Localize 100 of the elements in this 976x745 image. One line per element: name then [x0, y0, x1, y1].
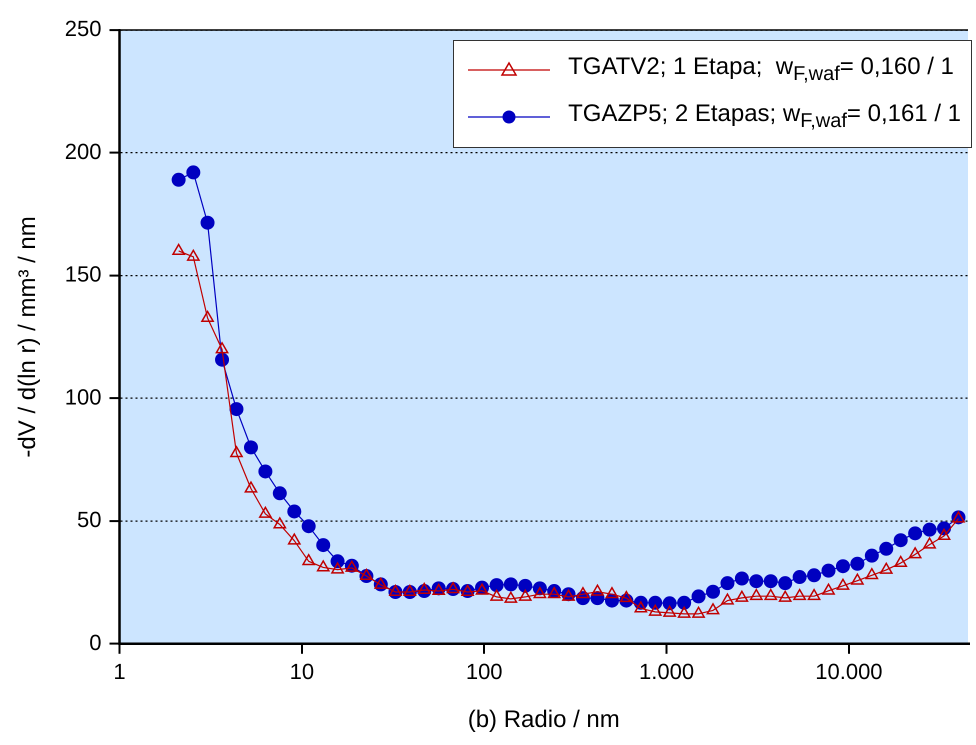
point: [200, 216, 215, 230]
point: [678, 606, 691, 618]
point: [822, 584, 835, 595]
y-tick-label: 200: [64, 138, 102, 164]
point: [259, 506, 272, 518]
point: [850, 556, 864, 571]
point: [287, 504, 302, 518]
point: [374, 578, 388, 589]
point: [938, 528, 950, 540]
point: [792, 570, 807, 584]
point: [836, 559, 850, 574]
point: [461, 584, 474, 596]
x-axis-title: (b) Radio / nm: [468, 706, 620, 734]
point: [908, 547, 922, 558]
point: [706, 603, 720, 614]
point: [879, 542, 894, 556]
point: [186, 165, 200, 180]
point: [750, 588, 763, 600]
x-tick-label: 1.000: [639, 659, 694, 684]
point: [663, 606, 676, 617]
point: [706, 584, 720, 599]
point: [230, 446, 243, 458]
point: [389, 584, 402, 596]
x-tick-label: 10: [290, 659, 314, 684]
point: [476, 584, 488, 595]
point: [302, 554, 316, 566]
point: [244, 481, 258, 493]
point: [432, 584, 446, 596]
point: [793, 588, 806, 600]
y-axis-title: -dV / d(ln r) / mm³ / nm: [14, 216, 42, 458]
point: [446, 582, 460, 594]
point: [734, 571, 749, 586]
point: [822, 564, 836, 578]
point: [490, 590, 504, 601]
point: [923, 537, 936, 549]
y-tick-label: 150: [64, 262, 102, 287]
point: [620, 590, 633, 602]
point: [229, 402, 244, 416]
point: [836, 578, 850, 590]
point: [778, 590, 792, 602]
point: [418, 582, 431, 594]
point: [808, 588, 820, 600]
point: [648, 604, 662, 616]
y-tick-label: 0: [89, 630, 102, 655]
point: [518, 590, 532, 601]
point: [534, 586, 546, 598]
point: [908, 526, 922, 540]
point: [302, 519, 316, 534]
point: [749, 574, 764, 588]
point: [865, 568, 878, 580]
point: [562, 590, 575, 601]
point: [764, 588, 778, 600]
point: [880, 562, 893, 574]
legend-label: TGAZP5; 2 Etapas; w$_{F,waf}$= 0,161 / 1: [568, 98, 961, 134]
point: [316, 538, 330, 552]
point: [807, 568, 822, 582]
point: [692, 589, 706, 604]
point: [864, 548, 879, 563]
point: [272, 486, 287, 500]
point: [634, 601, 648, 612]
y-tick-label: 100: [64, 384, 102, 410]
point: [504, 592, 518, 603]
point: [764, 574, 778, 588]
point: [216, 342, 228, 354]
x-tick-label: 10.000: [815, 659, 883, 684]
x-tick-label: 1: [113, 659, 126, 684]
point: [288, 533, 301, 545]
point: [490, 578, 504, 592]
point: [606, 586, 618, 598]
point: [201, 310, 214, 322]
point: [244, 440, 258, 454]
point: [172, 244, 186, 255]
point: [677, 596, 692, 610]
y-tick-label: 50: [77, 507, 102, 532]
point: [736, 590, 748, 602]
point: [504, 577, 518, 592]
point: [721, 593, 734, 605]
point: [894, 533, 908, 548]
point: [648, 596, 662, 610]
point: [576, 586, 590, 598]
point: [273, 517, 286, 528]
point: [894, 556, 908, 568]
point: [403, 584, 416, 596]
point: [851, 573, 864, 585]
point: [922, 522, 937, 537]
point: [662, 596, 677, 610]
point: [548, 586, 561, 598]
point: [331, 562, 344, 574]
point: [316, 560, 330, 572]
point: [186, 250, 200, 261]
point: [720, 576, 734, 590]
point: [692, 606, 705, 618]
point: [778, 576, 792, 590]
y-tick-label: 250: [64, 16, 102, 42]
point: [360, 568, 373, 580]
point: [591, 584, 604, 596]
point: [518, 578, 532, 593]
point: [172, 172, 186, 187]
point: [258, 464, 272, 478]
x-tick-label: 100: [466, 659, 503, 684]
